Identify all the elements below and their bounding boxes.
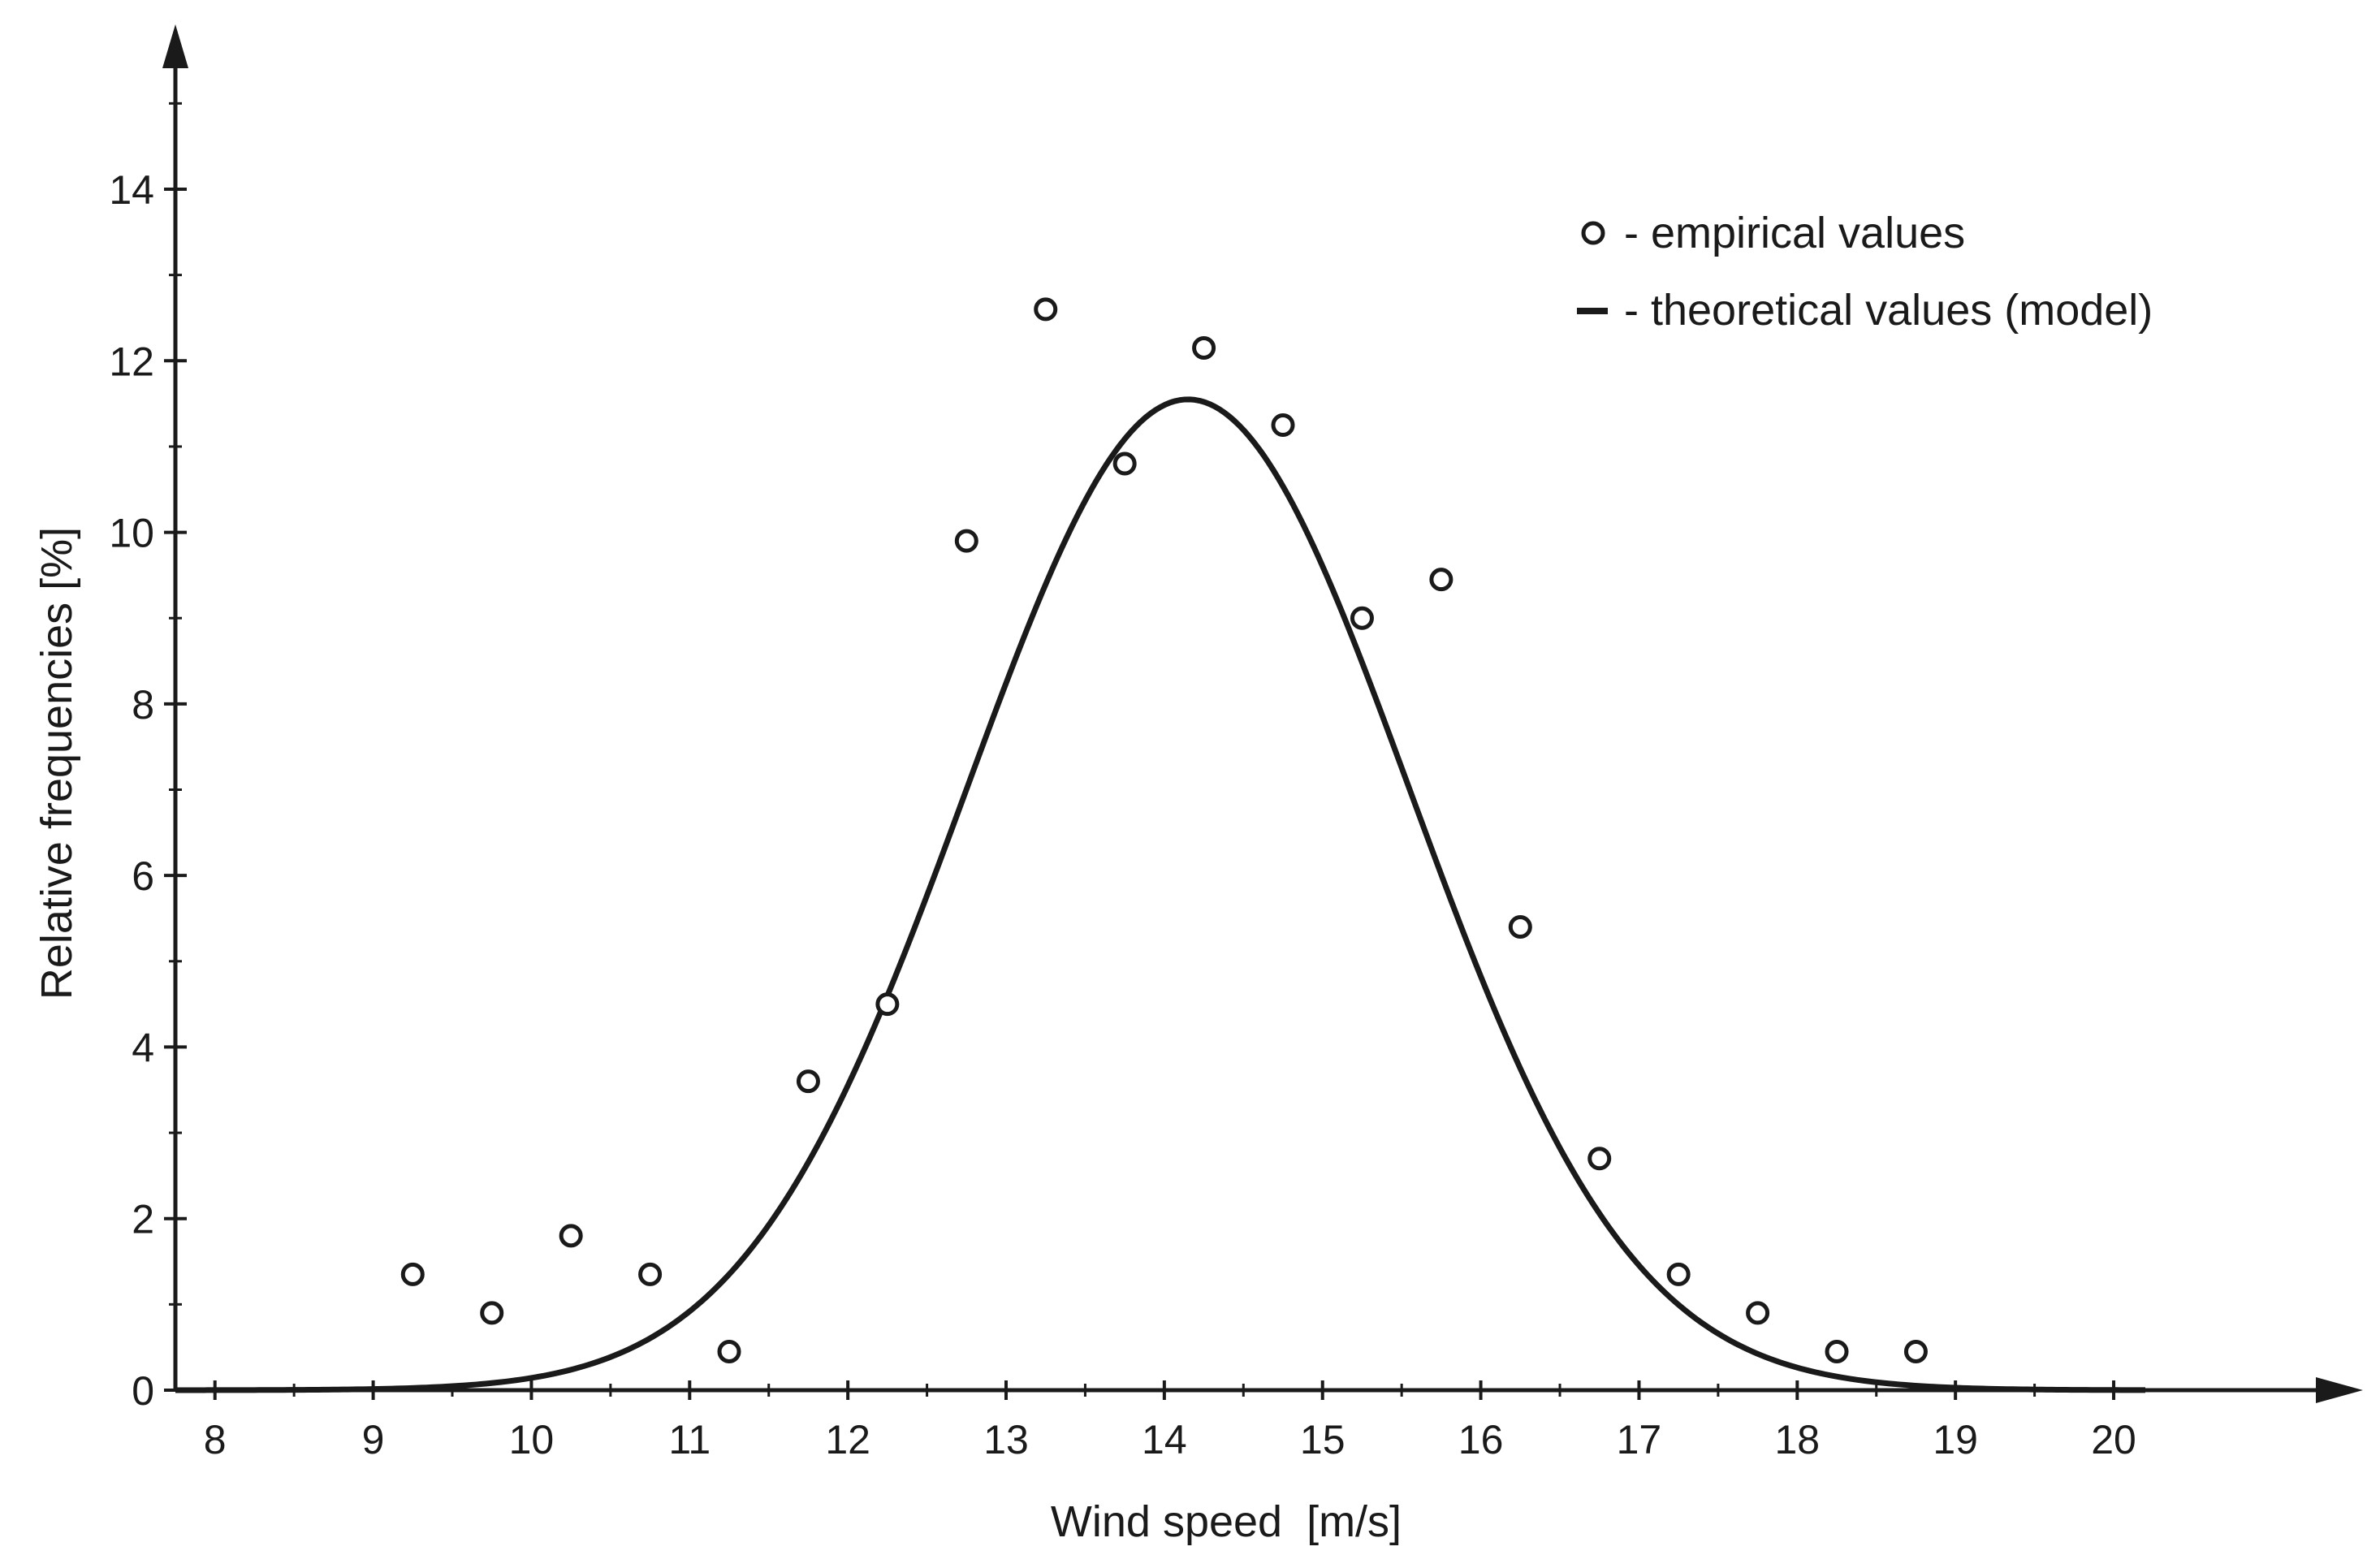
- x-tick-label: 13: [983, 1417, 1029, 1462]
- x-tick-label: 19: [1933, 1417, 1978, 1462]
- y-tick-label: 0: [132, 1368, 154, 1414]
- x-axis-title: Wind speed [m/s]: [1051, 1497, 1402, 1546]
- legend-model-label: - theoretical values (model): [1624, 286, 2153, 335]
- empirical-point: [400, 1262, 425, 1286]
- y-tick-label: 2: [132, 1197, 154, 1242]
- empirical-point: [1429, 568, 1453, 592]
- x-tick-label: 8: [204, 1417, 227, 1462]
- y-ticks: 0 2 4 6 8 10 12 14: [109, 102, 187, 1414]
- y-axis-arrow: [162, 24, 188, 68]
- empirical-point: [559, 1224, 583, 1248]
- x-tick-label: 17: [1617, 1417, 1662, 1462]
- legend-empirical-marker: [1581, 221, 1605, 245]
- legend: - empirical values - theoretical values …: [1577, 209, 2153, 335]
- y-tick-label: 14: [109, 167, 154, 213]
- empirical-point: [480, 1301, 504, 1325]
- y-tick-label: 10: [109, 511, 154, 556]
- empirical-point: [717, 1339, 741, 1363]
- empirical-point: [1587, 1147, 1612, 1171]
- x-axis-arrow: [2316, 1377, 2363, 1403]
- empirical-point: [875, 992, 900, 1017]
- axes: [162, 24, 2363, 1403]
- empirical-point: [1112, 451, 1137, 476]
- y-tick-label: 8: [132, 682, 154, 728]
- x-tick-label: 12: [825, 1417, 870, 1462]
- theoretical-values-curve: [175, 396, 2146, 1393]
- legend-empirical-label: - empirical values: [1624, 209, 1965, 257]
- empirical-point: [1350, 606, 1374, 630]
- empirical-point: [1034, 297, 1058, 322]
- empirical-point: [638, 1262, 663, 1286]
- x-tick-label: 20: [2091, 1417, 2136, 1462]
- empirical-point: [796, 1069, 820, 1094]
- empirical-point: [1746, 1301, 1770, 1325]
- y-axis-title: Relative frequencies [%]: [32, 527, 81, 1000]
- empirical-point: [1271, 413, 1295, 438]
- x-tick-label: 16: [1458, 1417, 1504, 1462]
- empirical-point: [1825, 1339, 1849, 1363]
- empirical-point: [1666, 1262, 1691, 1286]
- x-tick-label: 15: [1300, 1417, 1345, 1462]
- empirical-point: [1508, 915, 1532, 940]
- empirical-point: [1903, 1339, 1928, 1363]
- empirical-points: [400, 297, 1928, 1363]
- x-tick-label: 11: [668, 1417, 711, 1462]
- x-tick-label: 18: [1774, 1417, 1820, 1462]
- x-tick-label: 9: [362, 1417, 385, 1462]
- y-tick-label: 6: [132, 853, 154, 899]
- x-tick-label: 10: [509, 1417, 555, 1462]
- y-tick-label: 12: [109, 339, 154, 384]
- empirical-point: [954, 529, 978, 553]
- y-tick-label: 4: [132, 1025, 154, 1070]
- empirical-point: [1192, 335, 1216, 360]
- x-tick-label: 14: [1142, 1417, 1187, 1462]
- x-ticks: 8 9 10 11 12 13 14 15 16 17 18 19 20: [204, 1380, 2136, 1462]
